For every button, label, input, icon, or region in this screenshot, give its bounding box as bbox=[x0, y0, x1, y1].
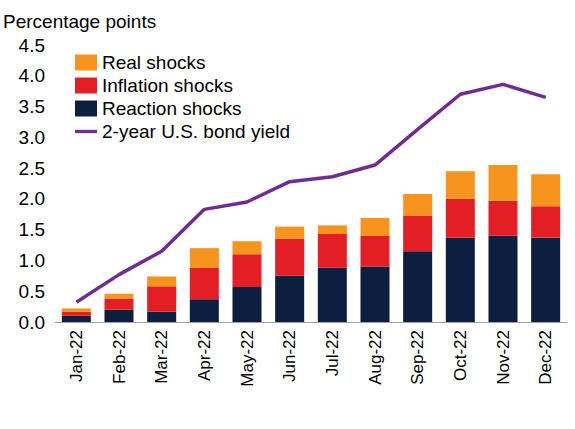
svg-text:3.0: 3.0 bbox=[19, 127, 45, 148]
svg-text:Jan-22: Jan-22 bbox=[67, 330, 86, 382]
svg-text:Apr-22: Apr-22 bbox=[195, 330, 214, 381]
svg-text:Oct-22: Oct-22 bbox=[451, 330, 470, 381]
svg-text:0.5: 0.5 bbox=[19, 281, 45, 302]
svg-text:Jun-22: Jun-22 bbox=[280, 330, 299, 382]
svg-text:4.5: 4.5 bbox=[19, 35, 45, 56]
svg-text:2.0: 2.0 bbox=[19, 188, 45, 209]
svg-text:2-year U.S. bond yield: 2-year U.S. bond yield bbox=[102, 121, 290, 142]
svg-text:Percentage points: Percentage points bbox=[3, 11, 156, 32]
svg-text:Dec-22: Dec-22 bbox=[536, 330, 555, 385]
svg-text:Nov-22: Nov-22 bbox=[494, 330, 513, 385]
svg-text:Aug-22: Aug-22 bbox=[366, 330, 385, 385]
svg-text:May-22: May-22 bbox=[238, 330, 257, 387]
svg-text:4.0: 4.0 bbox=[19, 65, 45, 86]
svg-text:1.0: 1.0 bbox=[19, 250, 45, 271]
svg-text:Inflation shocks: Inflation shocks bbox=[102, 75, 233, 96]
svg-text:1.5: 1.5 bbox=[19, 219, 45, 240]
svg-text:Jul-22: Jul-22 bbox=[323, 330, 342, 376]
svg-text:Real shocks: Real shocks bbox=[102, 52, 206, 73]
svg-text:Sep-22: Sep-22 bbox=[408, 330, 427, 385]
svg-text:Feb-22: Feb-22 bbox=[110, 330, 129, 384]
svg-text:2.5: 2.5 bbox=[19, 158, 45, 179]
svg-text:0.0: 0.0 bbox=[19, 312, 45, 333]
svg-text:Mar-22: Mar-22 bbox=[152, 330, 171, 384]
svg-text:3.5: 3.5 bbox=[19, 96, 45, 117]
svg-text:Reaction shocks: Reaction shocks bbox=[102, 98, 241, 119]
